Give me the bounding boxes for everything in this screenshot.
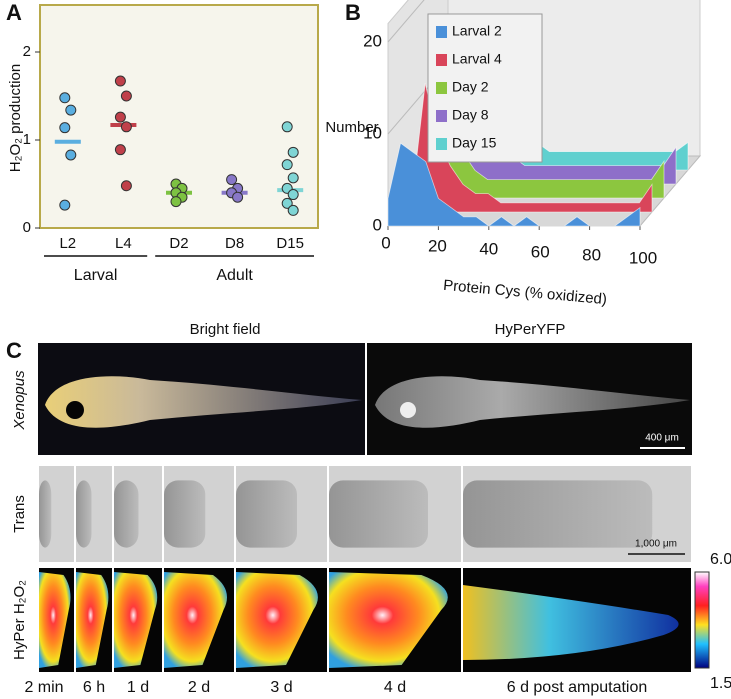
histogram-area: [387, 142, 641, 227]
data-point: [59, 199, 71, 211]
x-tick-label: 60: [531, 242, 550, 261]
tissue: [329, 480, 428, 548]
data-point: [226, 174, 238, 186]
y-axis-label: H₂O₂ production: [7, 64, 24, 172]
legend-swatch: [436, 82, 447, 94]
x-tick-label: 100: [629, 248, 657, 267]
y-tick-label: 2: [23, 43, 31, 60]
data-point: [281, 159, 293, 171]
y-tick-label: 1: [23, 131, 31, 148]
data-point: [114, 111, 126, 123]
y-axis-label: Number: [325, 119, 378, 136]
panel-label: B: [345, 0, 361, 25]
legend-label: Day 15: [452, 135, 497, 151]
row-label: HyPer H₂O₂: [11, 580, 28, 660]
legend-label: Day 8: [452, 107, 489, 123]
legend-label: Day 2: [452, 79, 489, 95]
tadpole: [375, 376, 690, 428]
heat-tissue: [164, 572, 227, 668]
data-point: [65, 104, 77, 116]
legend-label: Larval 2: [452, 23, 502, 39]
panel-label: C: [6, 338, 22, 363]
panel-label: A: [6, 0, 22, 25]
time-label: 3 d: [270, 679, 292, 696]
heat-tissue: [39, 572, 71, 668]
colorbar-min: 1.5: [710, 675, 731, 692]
data-point: [287, 189, 299, 201]
heat-tissue: [236, 572, 318, 668]
data-point: [114, 144, 126, 156]
legend-swatch: [436, 26, 447, 38]
data-point: [65, 149, 77, 161]
column-header: Bright field: [190, 321, 261, 338]
x-tick-label: D2: [169, 235, 188, 252]
legend-label: Larval 4: [452, 51, 502, 67]
time-label: 2 d: [188, 679, 210, 696]
data-point: [232, 191, 244, 203]
y-tick-label: 0: [373, 215, 382, 234]
grid-line: [387, 0, 425, 43]
data-point: [287, 172, 299, 184]
x-tick-label: 0: [381, 233, 390, 252]
heat-tissue: [329, 572, 448, 668]
x-tick-label: D15: [276, 235, 304, 252]
time-label: 1 d: [127, 679, 149, 696]
tadpole: [45, 376, 362, 428]
time-label: 6 d post amputation: [507, 679, 648, 696]
data-point: [281, 197, 293, 209]
tissue: [236, 480, 297, 548]
tissue: [463, 480, 653, 548]
row-label: Xenopus: [11, 370, 28, 431]
scale-bar-label: 1,000 μm: [635, 539, 677, 550]
colorbar: [694, 571, 710, 669]
tissue: [164, 480, 206, 548]
x-tick-label: L4: [115, 235, 132, 252]
column-header: HyPerYFP: [495, 321, 566, 338]
data-point: [287, 204, 299, 216]
group-label: Adult: [216, 267, 253, 284]
tissue: [39, 480, 52, 548]
tissue: [76, 480, 92, 548]
heat-tissue: [463, 585, 679, 660]
data-point: [170, 196, 182, 208]
scale-bar-label: 400 μm: [645, 433, 679, 444]
time-label: 4 d: [384, 679, 406, 696]
legend-swatch: [436, 110, 447, 122]
heat-tissue: [114, 572, 158, 668]
y-tick-label: 10: [363, 123, 382, 142]
legend-swatch: [436, 138, 447, 150]
x-tick-label: 40: [479, 239, 498, 258]
heat-tissue: [76, 572, 109, 668]
data-point: [114, 75, 126, 87]
row-label: Trans: [11, 495, 28, 533]
data-point: [120, 90, 132, 102]
data-point: [59, 92, 71, 104]
x-tick-label: D8: [225, 235, 244, 252]
x-tick-label: 20: [428, 236, 447, 255]
x-axis-label: Protein Cys (% oxidized): [443, 277, 608, 308]
eye: [66, 401, 84, 419]
group-label: Larval: [74, 267, 118, 284]
data-point: [120, 180, 132, 192]
y-tick-label: 0: [23, 219, 31, 236]
time-label: 2 min: [24, 679, 63, 696]
time-label: 6 h: [83, 679, 105, 696]
colorbar-max: 6.0: [710, 551, 731, 568]
legend-swatch: [436, 54, 447, 66]
tissue: [114, 480, 139, 548]
eye: [400, 402, 416, 418]
data-point: [281, 121, 293, 133]
data-point: [59, 122, 71, 134]
data-point: [120, 121, 132, 133]
data-point: [287, 146, 299, 158]
x-tick-label: 80: [582, 245, 601, 264]
y-tick-label: 20: [363, 31, 382, 50]
x-tick-label: L2: [59, 235, 76, 252]
